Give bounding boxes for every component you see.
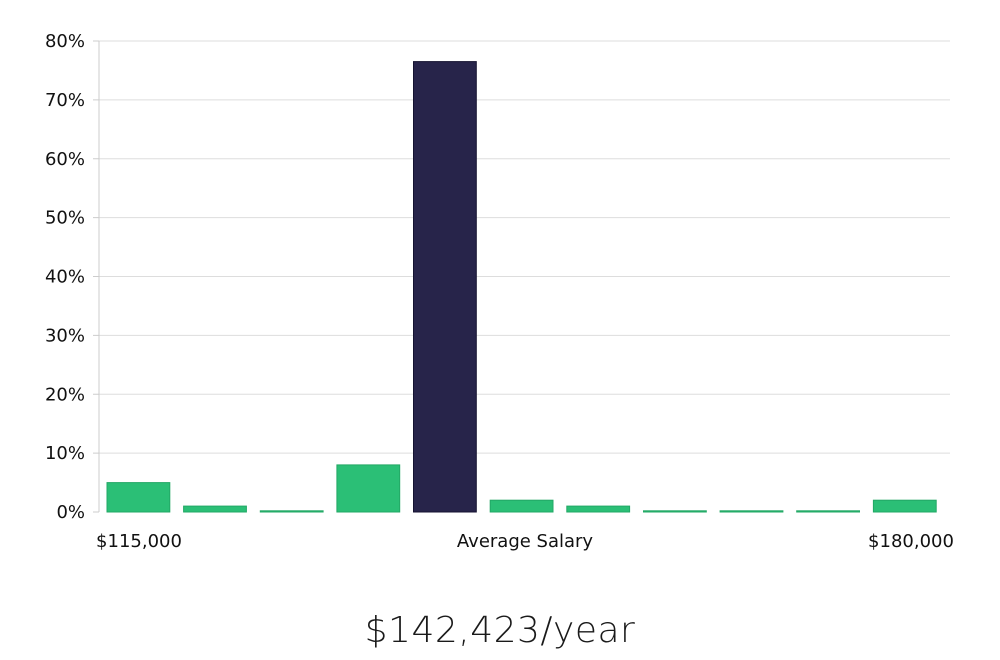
bar <box>643 510 707 513</box>
x-label-max: $180,000 <box>868 531 954 552</box>
y-tick-label: 40% <box>45 267 85 288</box>
y-tick-label: 20% <box>45 384 85 405</box>
x-label-average: Average Salary <box>457 531 594 552</box>
bar <box>183 505 247 513</box>
average-salary-value: $142,423/year <box>364 610 636 651</box>
bar <box>872 499 937 513</box>
bar <box>336 464 401 513</box>
salary-distribution-chart: 0% 10% 20% 30% 40% 50% 60% 70% 80% $115,000 Aver… <box>45 31 954 552</box>
x-label-min: $115,000 <box>96 531 182 552</box>
bar <box>719 510 784 513</box>
y-tick-label: 70% <box>45 90 85 111</box>
bars <box>106 61 937 513</box>
bar <box>106 482 171 513</box>
bar <box>489 499 554 513</box>
y-axis-ticks: 0% 10% 20% 30% 40% 50% 60% 70% 80% <box>45 31 99 523</box>
grid-lines <box>99 40 950 454</box>
y-tick-label: 80% <box>45 31 85 52</box>
y-tick-label: 0% <box>56 502 85 523</box>
bar <box>259 510 324 513</box>
y-tick-label: 50% <box>45 208 85 229</box>
bar <box>796 510 861 513</box>
bar <box>566 505 631 513</box>
y-tick-label: 60% <box>45 149 85 170</box>
bar-average <box>413 61 477 513</box>
y-tick-label: 30% <box>45 325 85 346</box>
y-tick-label: 10% <box>45 443 85 464</box>
